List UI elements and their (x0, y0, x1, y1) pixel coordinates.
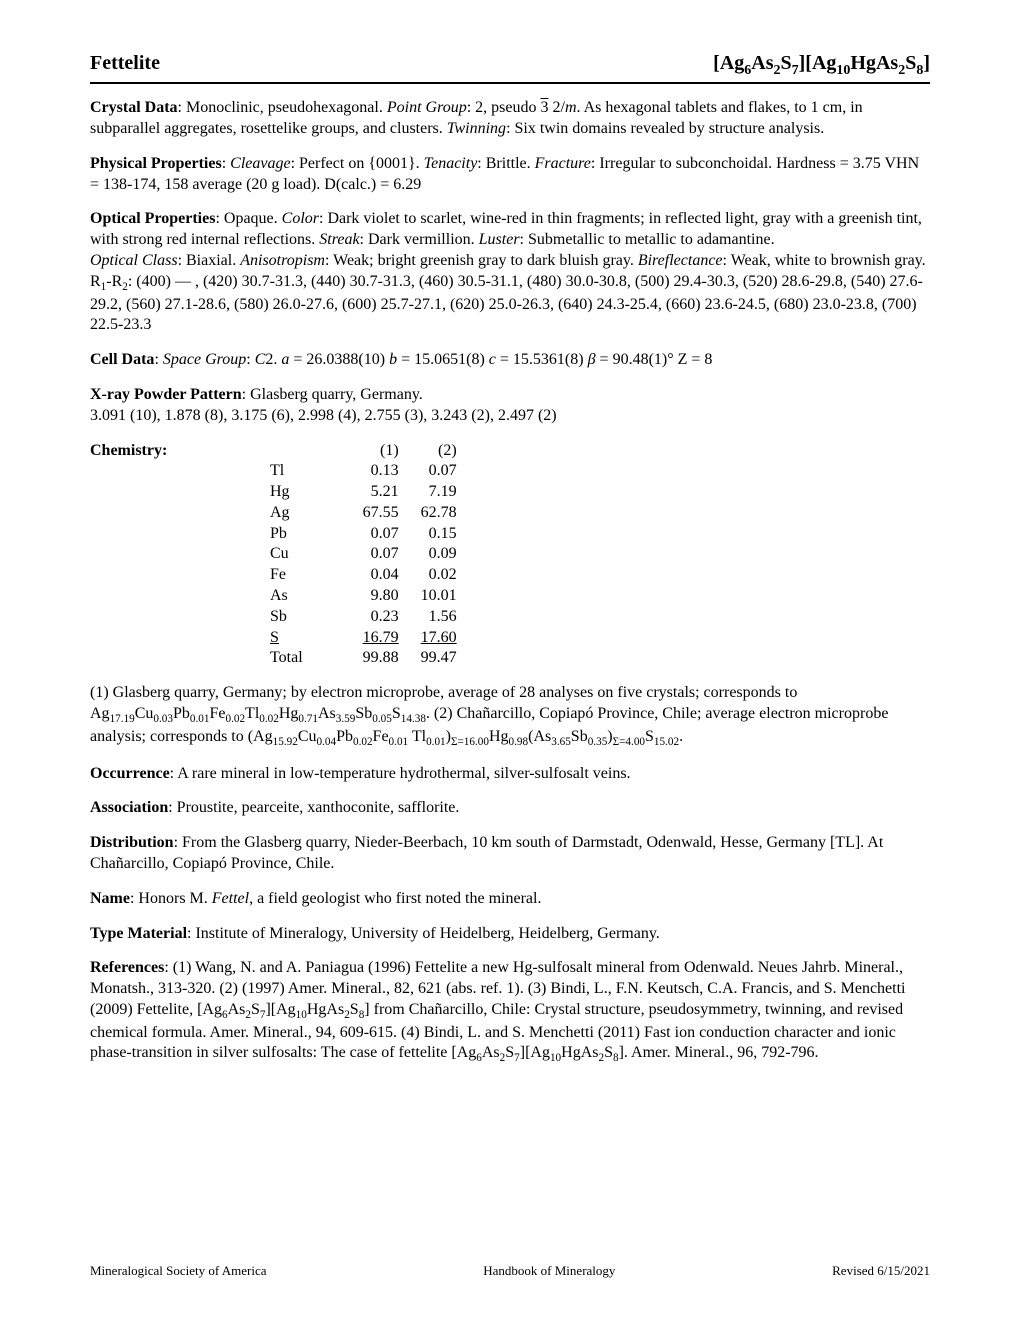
name-section: Name: Honors M. Fettel, a field geologis… (90, 889, 930, 910)
header-row: Fettelite [Ag6As2S7][Ag10HgAs2S8] (90, 50, 930, 84)
occurrence-label: Occurrence (90, 765, 170, 782)
type-material-text: : Institute of Mineralogy, University of… (187, 925, 660, 942)
association-section: Association: Proustite, pearceite, xanth… (90, 798, 930, 819)
chem-cell: 0.02 (421, 565, 479, 586)
footer-right: Revised 6/15/2021 (832, 1263, 930, 1280)
chem-cell: 0.07 (363, 544, 421, 565)
mineral-formula: [Ag6As2S7][Ag10HgAs2S8] (713, 50, 930, 80)
chem-cell: 10.01 (421, 586, 479, 607)
chem-cell: 7.19 (421, 482, 479, 503)
crystal-data-section: Crystal Data: Monoclinic, pseudohexagona… (90, 98, 930, 140)
chem-cell: 67.55 (363, 503, 421, 524)
name-text: : Honors M. Fettel, a field geologist wh… (130, 890, 541, 907)
chem-row: Sb0.231.56 (270, 607, 479, 628)
chem-row: Cu0.070.09 (270, 544, 479, 565)
chem-cell: 99.47 (421, 648, 479, 669)
optical-properties-section: Optical Properties: Opaque. Color: Dark … (90, 209, 930, 336)
xray-section: X-ray Powder Pattern: Glasberg quarry, G… (90, 385, 930, 427)
chem-header-cell: (2) (421, 441, 479, 462)
association-text: : Proustite, pearceite, xanthoconite, sa… (168, 799, 459, 816)
chem-cell: Total (270, 648, 363, 669)
chem-cell: Tl (270, 461, 363, 482)
chemistry-label: Chemistry: (90, 441, 270, 670)
distribution-label: Distribution (90, 834, 174, 851)
chem-cell: Hg (270, 482, 363, 503)
chem-cell: 16.79 (363, 628, 421, 649)
chem-cell: Sb (270, 607, 363, 628)
chem-cell: Fe (270, 565, 363, 586)
type-material-label: Type Material (90, 925, 187, 942)
chem-cell: 0.07 (363, 524, 421, 545)
occurrence-section: Occurrence: A rare mineral in low-temper… (90, 764, 930, 785)
chem-row: As9.8010.01 (270, 586, 479, 607)
mineral-title: Fettelite (90, 50, 160, 80)
references-section: References: (1) Wang, N. and A. Paniagua… (90, 958, 930, 1066)
cell-text: : Space Group: C2. a = 26.0388(10) b = 1… (154, 351, 712, 368)
chem-cell: Pb (270, 524, 363, 545)
chem-cell: 62.78 (421, 503, 479, 524)
footer-center: Handbook of Mineralogy (483, 1263, 615, 1280)
chem-row: Pb0.070.15 (270, 524, 479, 545)
optical-label: Optical Properties (90, 210, 215, 227)
chem-row: Fe0.040.02 (270, 565, 479, 586)
physical-label: Physical Properties (90, 155, 222, 172)
occurrence-text: : A rare mineral in low-temperature hydr… (170, 765, 631, 782)
chem-cell: 0.09 (421, 544, 479, 565)
chem-header-cell: (1) (363, 441, 421, 462)
chem-cell: 0.04 (363, 565, 421, 586)
association-label: Association (90, 799, 168, 816)
chem-cell: As (270, 586, 363, 607)
chemistry-note: (1) Glasberg quarry, Germany; by electro… (90, 683, 930, 749)
xray-label: X-ray Powder Pattern (90, 386, 242, 403)
chemistry-block: Chemistry: (1)(2)Tl0.130.07Hg5.217.19Ag6… (90, 441, 930, 670)
chem-cell: 9.80 (363, 586, 421, 607)
chem-header-cell (270, 441, 363, 462)
references-label: References (90, 959, 164, 976)
chem-cell: Ag (270, 503, 363, 524)
distribution-text: : From the Glasberg quarry, Nieder-Beerb… (90, 834, 883, 872)
chem-cell: 0.07 (421, 461, 479, 482)
crystal-data-label: Crystal Data (90, 99, 178, 116)
crystal-data-text: : Monoclinic, pseudohexagonal. Point Gro… (90, 99, 863, 137)
physical-properties-section: Physical Properties: Cleavage: Perfect o… (90, 154, 930, 196)
chem-cell: 0.15 (421, 524, 479, 545)
chem-cell: 99.88 (363, 648, 421, 669)
footer-left: Mineralogical Society of America (90, 1263, 267, 1280)
optical-text: : Opaque. Color: Dark violet to scarlet,… (90, 210, 926, 333)
chem-cell: 1.56 (421, 607, 479, 628)
chem-cell: 0.13 (363, 461, 421, 482)
chem-row: S16.7917.60 (270, 628, 479, 649)
chem-row: Total99.8899.47 (270, 648, 479, 669)
name-label: Name (90, 890, 130, 907)
distribution-section: Distribution: From the Glasberg quarry, … (90, 833, 930, 875)
chem-row: Tl0.130.07 (270, 461, 479, 482)
chem-cell: 5.21 (363, 482, 421, 503)
footer: Mineralogical Society of America Handboo… (90, 1263, 930, 1280)
cell-data-section: Cell Data: Space Group: C2. a = 26.0388(… (90, 350, 930, 371)
chemistry-table: (1)(2)Tl0.130.07Hg5.217.19Ag67.5562.78Pb… (270, 441, 479, 670)
cell-label: Cell Data (90, 351, 154, 368)
type-material-section: Type Material: Institute of Mineralogy, … (90, 924, 930, 945)
references-text: : (1) Wang, N. and A. Paniagua (1996) Fe… (90, 959, 905, 1061)
chem-row: Hg5.217.19 (270, 482, 479, 503)
chem-cell: 17.60 (421, 628, 479, 649)
chem-cell: Cu (270, 544, 363, 565)
chem-cell: S (270, 628, 363, 649)
chem-cell: 0.23 (363, 607, 421, 628)
chem-row: Ag67.5562.78 (270, 503, 479, 524)
